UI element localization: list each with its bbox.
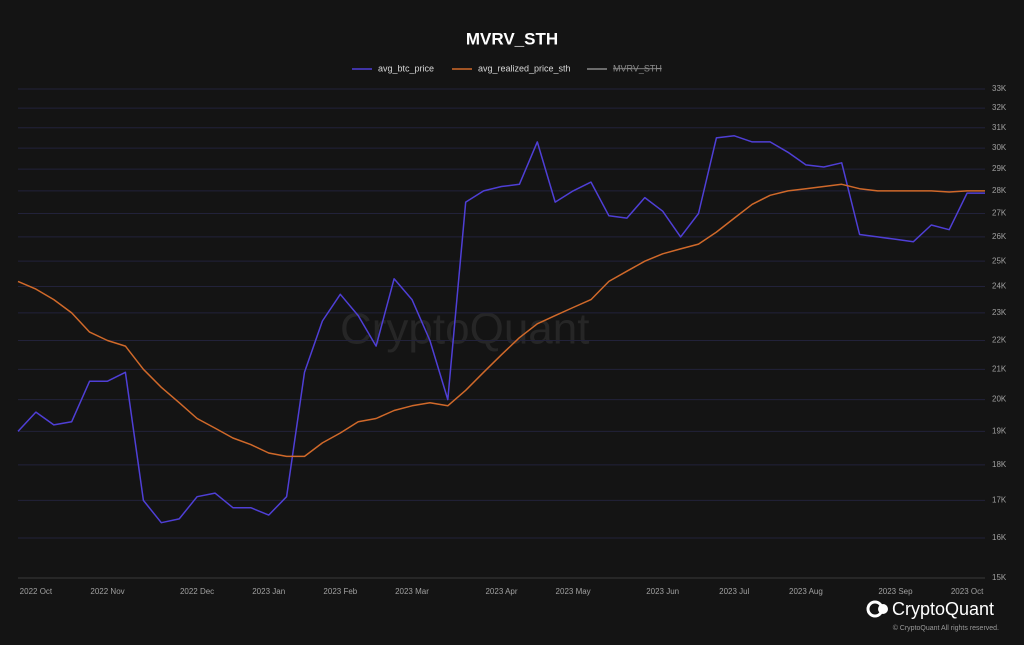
y-tick-label: 30K — [992, 143, 1007, 152]
y-tick-label: 17K — [992, 495, 1007, 504]
x-tick-label: 2023 Jan — [252, 587, 285, 596]
y-tick-label: 31K — [992, 123, 1007, 132]
legend-label: MVRV_STH — [613, 63, 662, 73]
x-tick-label: 2023 Mar — [395, 587, 429, 596]
watermark: CryptoQuant — [340, 305, 589, 354]
x-tick-label: 2023 Jun — [646, 587, 679, 596]
x-tick-label: 2023 Aug — [789, 587, 823, 596]
y-tick-label: 24K — [992, 282, 1007, 291]
legend-item[interactable]: MVRV_STH — [587, 63, 662, 73]
legend-item[interactable]: avg_btc_price — [352, 63, 434, 73]
y-tick-label: 20K — [992, 395, 1007, 404]
series-line — [17, 183, 985, 458]
brand: CryptoQuant — [892, 599, 994, 619]
y-tick-label: 22K — [992, 336, 1007, 345]
copyright: © CryptoQuant All rights reserved. — [893, 624, 999, 632]
logo-icon — [878, 604, 888, 614]
x-tick-label: 2023 Oct — [951, 587, 984, 596]
y-tick-label: 23K — [992, 308, 1007, 317]
y-tick-label: 27K — [992, 209, 1007, 218]
legend-item[interactable]: avg_realized_price_sth — [452, 63, 571, 73]
x-tick-label: 2023 Feb — [323, 587, 357, 596]
y-tick-label: 26K — [992, 232, 1007, 241]
y-tick-label: 29K — [992, 164, 1007, 173]
logo — [866, 600, 888, 618]
x-tick-label: 2023 Jul — [719, 587, 749, 596]
x-tick-label: 2023 May — [556, 587, 591, 596]
y-tick-label: 32K — [992, 103, 1007, 112]
y-tick-label: 28K — [992, 186, 1007, 195]
chart-title: MVRV_STH — [466, 29, 558, 48]
y-tick-label: 16K — [992, 533, 1007, 542]
y-tick-label: 33K — [992, 84, 1007, 93]
legend-label: avg_btc_price — [378, 63, 434, 73]
legend-label: avg_realized_price_sth — [478, 63, 571, 73]
x-tick-label: 2022 Nov — [90, 587, 124, 596]
x-tick-label: 2023 Sep — [878, 587, 913, 596]
series-line — [17, 135, 985, 524]
x-tick-label: 2023 Apr — [485, 587, 517, 596]
y-tick-label: 18K — [992, 460, 1007, 469]
y-tick-label: 21K — [992, 364, 1007, 373]
y-tick-label: 15K — [992, 573, 1007, 582]
x-tick-label: 2022 Oct — [20, 587, 53, 596]
y-tick-label: 25K — [992, 256, 1007, 265]
y-tick-label: 19K — [992, 427, 1007, 436]
x-tick-label: 2022 Dec — [180, 587, 214, 596]
